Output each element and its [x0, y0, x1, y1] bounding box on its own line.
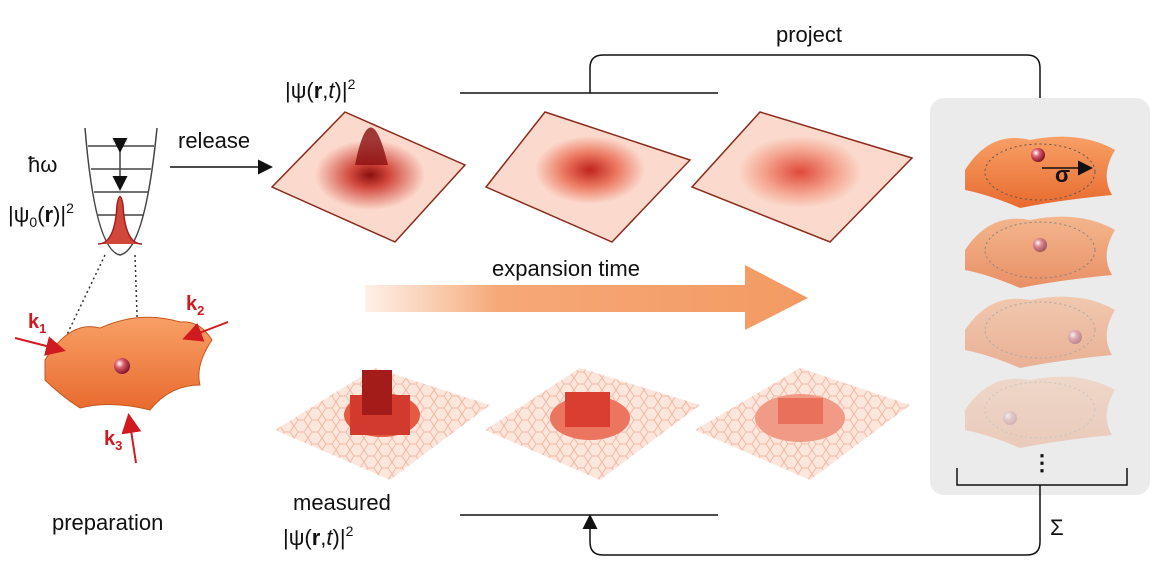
ellipsis: ⋮	[1031, 450, 1053, 475]
project-label: project	[776, 22, 842, 47]
expansion-arrow	[365, 265, 808, 330]
preparation-label: preparation	[52, 510, 163, 535]
k1: k1	[28, 311, 46, 336]
project-arrow	[589, 54, 1048, 121]
expansion-label: expansion time	[492, 256, 640, 281]
k2: k2	[186, 293, 204, 318]
ground-state: |ψ0(r)|2	[8, 200, 74, 230]
sum-label: Σ	[1050, 515, 1064, 540]
bottom-wavefunction: |ψ(r,t)|2	[283, 523, 354, 550]
snapshots	[965, 136, 1115, 448]
hbar-omega: ħω	[28, 152, 57, 177]
measured-lattices	[275, 368, 910, 480]
top-wavefunction: |ψ(r,t)|2	[285, 76, 356, 103]
harmonic-trap	[61, 127, 158, 346]
atom	[114, 358, 130, 374]
k3: k3	[104, 428, 122, 453]
k-arrows	[14, 321, 229, 464]
sigma-label: σ	[1055, 162, 1070, 187]
density-planes	[270, 111, 914, 243]
measured-label: measured	[293, 490, 391, 515]
release-label: release	[178, 128, 250, 153]
sum-arrow	[590, 468, 1128, 556]
